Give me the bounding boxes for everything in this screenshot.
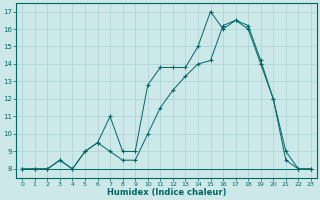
X-axis label: Humidex (Indice chaleur): Humidex (Indice chaleur) (107, 188, 226, 197)
